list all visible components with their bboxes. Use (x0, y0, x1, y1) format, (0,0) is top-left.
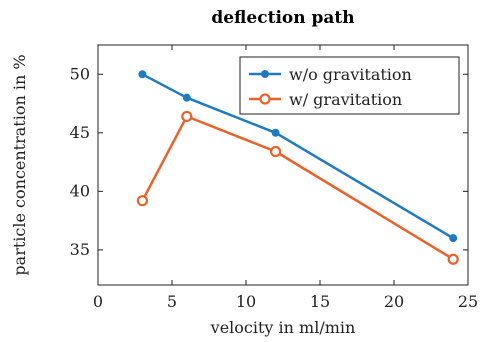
legend-swatch-marker-with-gravitation (259, 93, 271, 105)
x-tick-label: 10 (236, 292, 256, 311)
x-tick-label: 25 (458, 292, 478, 311)
legend: w/o gravitation w/ gravitation (239, 56, 460, 115)
data-point-without-gravitation (271, 128, 280, 137)
x-axis-ticks: 0 5 10 15 20 25 (93, 45, 478, 311)
legend-label-without-gravitation: w/o gravitation (289, 65, 412, 84)
data-point-with-gravitation (181, 110, 193, 123)
y-tick-label: 40 (70, 181, 90, 200)
x-tick-label: 20 (384, 292, 404, 311)
data-point-with-gravitation (136, 195, 148, 207)
chart-title: deflection path (211, 8, 354, 28)
x-tick-label: 0 (93, 292, 103, 311)
y-axis-ticks: 35 40 45 50 (70, 64, 468, 259)
x-axis-label: velocity in ml/min (210, 318, 356, 337)
legend-box (239, 56, 460, 115)
y-tick-label: 45 (70, 123, 90, 142)
series-layer (136, 70, 459, 265)
series-line-without-gravitation (141, 73, 454, 240)
legend-items: w/o gravitation w/ gravitation (249, 65, 412, 109)
data-point-with-gravitation (447, 253, 459, 265)
y-tick-label: 50 (70, 64, 90, 83)
x-tick-label: 5 (167, 292, 177, 311)
y-axis-label: particle concentration in % (10, 54, 29, 275)
data-point-with-gravitation (270, 145, 282, 158)
x-tick-label: 15 (310, 292, 330, 311)
y-tick-label: 35 (70, 240, 90, 259)
legend-label-with-gravitation: w/ gravitation (289, 90, 402, 109)
legend-swatch-marker-without-gravitation (261, 70, 269, 78)
data-point-without-gravitation (138, 70, 147, 79)
plot-frame (97, 44, 469, 286)
series-line-with-gravitation (141, 115, 454, 261)
data-point-without-gravitation (182, 93, 191, 102)
data-point-without-gravitation (449, 234, 458, 243)
